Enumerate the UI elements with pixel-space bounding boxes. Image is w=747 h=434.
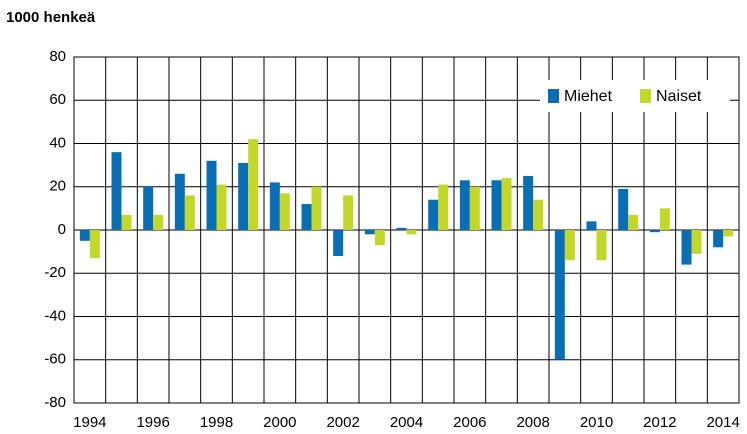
x-tick-label: 2012 — [643, 414, 676, 431]
y-tick-label: 60 — [49, 91, 66, 108]
y-tick-label: 40 — [49, 134, 66, 151]
legend-swatch — [548, 89, 559, 103]
legend-box — [540, 80, 730, 112]
bar — [428, 199, 439, 230]
bar — [628, 214, 639, 230]
y-tick-label: -80 — [44, 394, 66, 411]
x-tick-label: 2014 — [706, 414, 739, 431]
bar — [713, 230, 724, 248]
x-tick-label: 1998 — [200, 414, 233, 431]
bar — [269, 182, 280, 230]
x-tick-label: 2006 — [453, 414, 486, 431]
bar — [184, 195, 195, 230]
bar — [691, 230, 702, 254]
x-tick-label: 2002 — [326, 414, 359, 431]
x-tick-label: 2010 — [580, 414, 613, 431]
y-axis-label: 1000 henkeä — [6, 9, 96, 26]
bar — [396, 227, 407, 230]
bar — [659, 208, 670, 230]
bar — [681, 230, 692, 265]
bar — [121, 214, 132, 230]
bar — [238, 162, 249, 230]
bar — [153, 214, 164, 230]
bar — [374, 230, 385, 246]
y-tick-label: 20 — [49, 178, 66, 195]
y-tick-label: -20 — [44, 264, 66, 281]
y-tick-label: 80 — [49, 48, 66, 65]
bar — [618, 188, 629, 230]
bar — [364, 230, 375, 235]
bar — [523, 175, 534, 230]
bar — [216, 184, 227, 230]
bar — [111, 152, 122, 230]
y-tick-label: -60 — [44, 351, 66, 368]
bar — [459, 180, 470, 230]
bar — [596, 230, 607, 261]
bar — [333, 230, 344, 256]
bar — [206, 160, 217, 230]
bar — [564, 230, 575, 261]
bar — [723, 230, 734, 237]
x-tick-label: 2004 — [390, 414, 423, 431]
y-tick-label: 0 — [58, 221, 66, 238]
y-tick-label: -40 — [44, 307, 66, 324]
x-tick-label: 2000 — [263, 414, 296, 431]
bar — [533, 199, 544, 230]
legend-label: Miehet — [564, 88, 613, 105]
x-tick-label: 1994 — [73, 414, 106, 431]
bar — [79, 230, 90, 241]
bar — [143, 186, 154, 230]
bar — [491, 180, 502, 230]
bar — [438, 184, 449, 230]
bar — [279, 193, 290, 230]
bar — [554, 230, 565, 360]
bar — [586, 221, 597, 230]
x-tick-label: 2008 — [516, 414, 549, 431]
bar — [174, 173, 185, 230]
bar — [406, 230, 417, 235]
legend-swatch — [640, 89, 651, 103]
bar — [469, 186, 480, 230]
bar — [248, 139, 259, 230]
bar — [501, 178, 512, 230]
x-tick-label: 1996 — [136, 414, 169, 431]
bar — [343, 195, 354, 230]
bar — [649, 230, 660, 233]
bar — [311, 186, 322, 230]
bar — [89, 230, 100, 259]
bar — [301, 204, 312, 230]
legend-label: Naiset — [656, 88, 702, 105]
